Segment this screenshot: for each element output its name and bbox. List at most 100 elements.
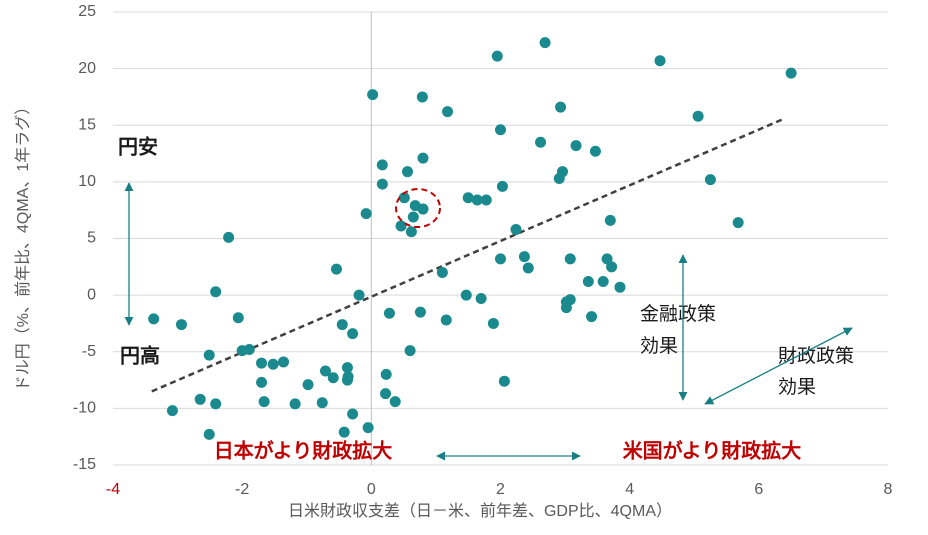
point [732,217,744,229]
point [535,136,547,148]
point [395,220,407,232]
point [606,261,618,273]
point [353,289,365,301]
annotation: 金融政策 [640,303,716,325]
point [341,374,353,386]
point [336,319,348,331]
point [442,106,454,118]
point [367,89,379,101]
point [589,145,601,157]
point [491,50,503,62]
y-tick-label: 10 [78,173,96,190]
y-tick-label: 20 [78,60,96,77]
point [460,289,472,301]
point [302,379,314,391]
point [347,408,359,420]
point [436,266,448,278]
point [389,396,401,408]
point [604,214,616,226]
point [232,312,244,324]
point [256,357,268,369]
y-tick-label: 5 [87,230,96,247]
y-tick-label: 15 [78,116,96,133]
x-axis-label: 日米財政収支差（日－米、前年差、GDP比、4QMA） [288,502,672,520]
point [210,398,222,410]
point [496,180,508,192]
annotation: 日本がより財政拡大 [214,438,393,462]
point [341,362,353,374]
point [487,317,499,329]
x-tick-label: -2 [235,481,249,498]
point [539,37,551,49]
point [398,192,410,204]
point [518,251,530,263]
point [614,281,626,293]
point [510,223,522,235]
point [555,101,567,113]
point [267,358,279,370]
point [289,398,301,410]
point [522,262,534,274]
x-tick-label: 8 [884,481,893,498]
point [654,55,666,67]
y-tick-label: 0 [87,286,96,303]
point [498,375,510,387]
point [362,422,374,434]
annotation: 円安 [118,134,158,158]
point [338,426,350,438]
highlight-circle [395,188,441,228]
point [380,388,392,400]
point [223,231,235,243]
annotation: 効果 [640,335,678,357]
point [471,194,483,206]
point [495,253,506,265]
x-tick-label: 0 [367,481,376,498]
annotation: 財政政策 [778,345,854,367]
point [407,211,419,223]
point [243,343,255,355]
point [785,67,797,79]
point [148,313,160,325]
point [278,356,289,368]
y-tick-label: -15 [73,456,96,473]
point [258,396,270,408]
y-tick-label: -10 [73,400,96,417]
point [376,178,388,190]
point [440,314,452,326]
point [495,124,506,136]
point [586,311,598,323]
point [414,306,426,318]
point [210,286,222,298]
point [360,208,372,220]
point [417,203,429,215]
y-axis-label: ドル円（%、前年比、4QMA、1年ラグ） [14,99,32,391]
point [553,172,565,184]
point [316,397,328,409]
point [380,368,392,380]
point [166,405,178,417]
point [376,159,388,171]
point [704,174,716,186]
point [417,152,429,164]
point [203,428,215,440]
point [194,393,206,405]
point [416,91,428,103]
point [402,166,413,178]
point [692,110,704,122]
point [570,140,582,152]
point [319,365,331,377]
x-tick-label: 2 [496,481,505,498]
x-tick-label: 6 [754,481,763,498]
annotation: 円高 [120,343,160,367]
point [462,192,474,204]
marks [148,37,797,440]
point [564,253,576,265]
point [383,307,395,319]
point [330,263,342,275]
point [327,372,339,384]
y-tick-label: 25 [78,3,96,20]
point [405,226,417,238]
point [475,293,487,305]
x-tick-label: -4 [106,481,120,498]
